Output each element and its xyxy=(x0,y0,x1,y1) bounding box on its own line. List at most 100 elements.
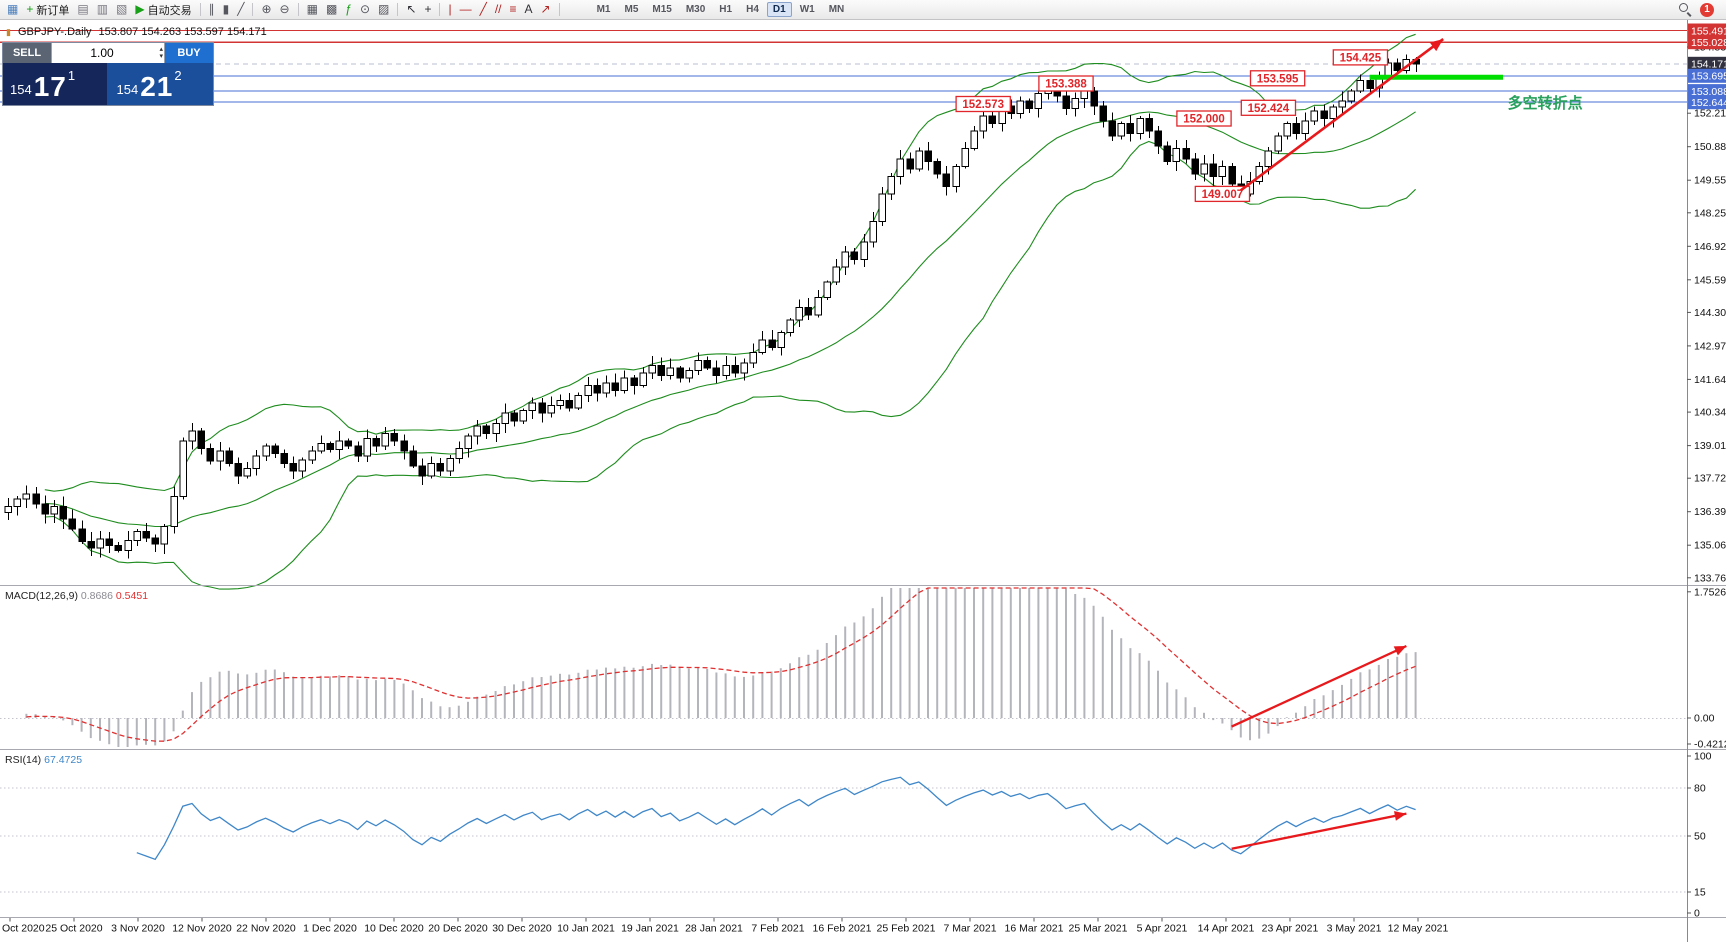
equidistant-channel-icon[interactable]: // xyxy=(492,1,505,19)
trendline-icon: ╱ xyxy=(479,2,487,16)
timeframe-mn[interactable]: MN xyxy=(828,4,845,15)
auto-trading-button[interactable]: ▶ 自动交易 xyxy=(132,1,194,19)
candle-body xyxy=(1274,135,1282,152)
rsi-pane xyxy=(0,776,1687,893)
text-label-icon[interactable]: A xyxy=(522,1,536,19)
macd-trend-arrow[interactable] xyxy=(1231,644,1407,728)
candle-body xyxy=(676,367,684,379)
candle-body xyxy=(1329,106,1337,119)
navigator-icon[interactable]: ▧ xyxy=(113,1,130,19)
tile-windows-icon[interactable]: ▦ xyxy=(304,1,321,19)
line-chart-icon: ╱ xyxy=(237,2,245,16)
bullish-trend-arrow[interactable] xyxy=(1240,38,1444,192)
timeframe-m15[interactable]: M15 xyxy=(652,4,672,15)
price-callout-box[interactable] xyxy=(1194,185,1251,203)
price-line-badge xyxy=(1688,68,1726,83)
periods-icon[interactable]: ⊙ xyxy=(357,1,373,19)
timeframe-w1[interactable]: W1 xyxy=(799,4,815,15)
zoom-out-icon[interactable]: ⊖ xyxy=(277,1,293,19)
ask-price[interactable]: 154 21 2 xyxy=(106,63,213,105)
search-icon[interactable] xyxy=(1679,3,1692,16)
candle-body xyxy=(814,296,822,316)
candle-body xyxy=(446,458,454,472)
bid-price[interactable]: 154 17 1 xyxy=(3,63,107,105)
candle-body xyxy=(804,306,812,316)
vertical-line-icon[interactable]: | xyxy=(445,1,454,19)
candle-body xyxy=(1283,123,1291,137)
candle-body xyxy=(593,385,601,394)
fibonacci-icon[interactable]: ≡ xyxy=(506,1,519,19)
candlestick-chart-icon: ▮ xyxy=(222,2,230,16)
rsi-trend-arrow[interactable] xyxy=(1231,812,1407,850)
price-line-badge xyxy=(1688,23,1726,38)
price-callout-box[interactable] xyxy=(1240,99,1297,116)
zoom-out-icon: ⊖ xyxy=(279,2,290,16)
date-label: 20 Dec 2020 xyxy=(428,923,488,935)
timeframe-m1[interactable]: M1 xyxy=(596,4,611,15)
price-tick-label: 140.345 xyxy=(1694,407,1726,419)
candle-body xyxy=(271,445,279,454)
data-window-icon[interactable]: ▥ xyxy=(94,1,111,19)
line-chart-icon[interactable]: ╱ xyxy=(234,1,247,19)
volume-down-icon[interactable]: ▾ xyxy=(159,53,163,60)
candle-body xyxy=(1200,163,1208,175)
candle-body xyxy=(1366,80,1374,89)
bar-chart-icon: ∥ xyxy=(208,2,215,16)
market-watch-icon[interactable]: ▤ xyxy=(74,1,91,19)
timeframe-d1[interactable]: D1 xyxy=(766,2,792,17)
chart-canvas[interactable]: 多空转折点 153.388 152.573 152.000 152.424 153.595… xyxy=(0,20,1726,942)
horizontal-line-icon: — xyxy=(459,2,472,16)
candle-body xyxy=(225,450,233,465)
turning-point-label: 多空转折点 xyxy=(1508,94,1583,112)
price-line-badge-text: 155.028 xyxy=(1691,37,1726,49)
notification-badge[interactable]: 1 xyxy=(1700,2,1714,17)
price-tick-label: 149.550 xyxy=(1694,175,1726,187)
horizontal-line-icon[interactable]: — xyxy=(457,1,475,19)
market-watch-icon: ▤ xyxy=(77,2,89,16)
crosshair-icon: + xyxy=(424,2,432,16)
cursor-icon[interactable]: ↖ xyxy=(403,1,419,19)
templates-icon[interactable]: ▨ xyxy=(375,1,392,19)
candle-body xyxy=(1320,110,1328,120)
charts-icon[interactable]: ▦ xyxy=(4,1,21,19)
fibonacci-icon: ≡ xyxy=(509,2,517,16)
cascade-windows-icon[interactable]: ▩ xyxy=(323,1,340,19)
vertical-line-icon: | xyxy=(448,2,452,16)
candle-body xyxy=(740,362,748,374)
volume-input[interactable] xyxy=(52,43,164,63)
indicators-icon[interactable]: ƒ xyxy=(342,1,355,19)
bar-chart-icon[interactable]: ∥ xyxy=(206,1,218,19)
candle-body xyxy=(556,400,564,407)
timeframe-m30[interactable]: M30 xyxy=(685,4,706,15)
buy-button[interactable]: BUY xyxy=(165,43,213,63)
chart-annotations: 多空转折点 153.388 152.573 152.000 152.424 153.595… xyxy=(955,38,1583,850)
price-callout-box[interactable] xyxy=(1038,75,1094,92)
candle-body xyxy=(565,400,573,409)
cascade-windows-icon: ▩ xyxy=(325,2,338,16)
candle-body xyxy=(114,544,122,551)
volume-field[interactable]: ▴ ▾ xyxy=(51,43,165,63)
sell-button[interactable]: SELL xyxy=(3,43,51,63)
price-callout-box[interactable] xyxy=(1249,70,1306,87)
new-order-button[interactable]: + 新订单 xyxy=(23,1,72,19)
candle-body xyxy=(1301,120,1309,135)
timeframe-h1[interactable]: H1 xyxy=(719,4,733,15)
candlestick-chart-icon[interactable]: ▮ xyxy=(220,1,233,19)
volume-up-icon[interactable]: ▴ xyxy=(159,46,163,53)
price-tick-label: 152.210 xyxy=(1694,108,1726,120)
trendline-icon[interactable]: ╱ xyxy=(477,1,490,19)
candle-body xyxy=(381,432,389,447)
macd-label: MACD(12,26,9) 0.8686 0.5451 xyxy=(5,590,148,602)
timeframe-m5[interactable]: M5 xyxy=(624,4,639,15)
price-callout-box[interactable] xyxy=(1332,49,1389,66)
crosshair-icon[interactable]: + xyxy=(421,1,434,19)
zoom-in-icon[interactable]: ⊕ xyxy=(258,1,274,19)
timeframe-h4[interactable]: H4 xyxy=(746,4,759,15)
price-callout-box[interactable] xyxy=(955,95,1011,113)
candle-body xyxy=(850,251,858,261)
candle-body xyxy=(1347,90,1355,102)
candle-body xyxy=(749,352,757,364)
arrows-tool-icon[interactable]: ↗ xyxy=(538,1,554,19)
price-callout-box[interactable] xyxy=(1176,110,1232,127)
candle-body xyxy=(317,442,325,452)
